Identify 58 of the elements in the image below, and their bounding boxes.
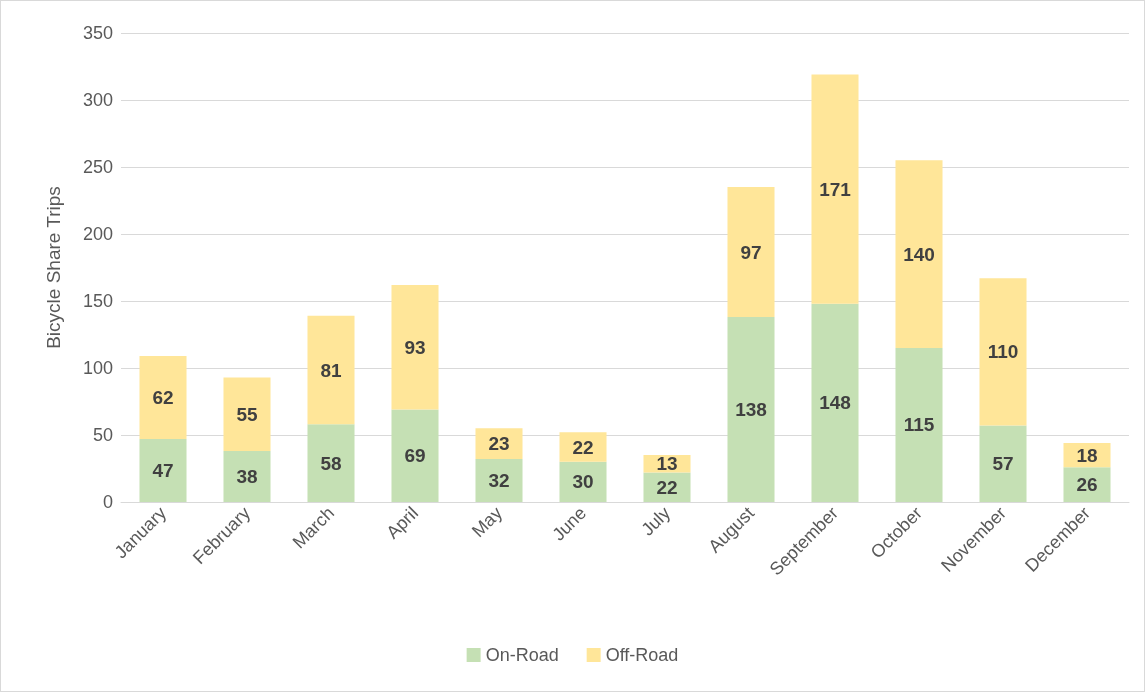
bar <box>475 459 523 502</box>
bar <box>139 355 187 440</box>
y-tick-label: 300 <box>82 90 113 110</box>
data-label: 38 <box>236 466 258 488</box>
bar <box>307 424 355 502</box>
data-label: 26 <box>1076 474 1098 496</box>
y-tick-label: 200 <box>82 224 113 244</box>
data-label: 23 <box>488 433 510 455</box>
data-label: 13 <box>656 453 678 475</box>
data-label: 22 <box>572 436 594 458</box>
bar <box>223 451 271 502</box>
y-axis-title: Bicycle Share Trips <box>43 186 64 349</box>
data-label: 69 <box>404 445 426 467</box>
data-label: 47 <box>152 460 174 482</box>
data-label: 110 <box>987 341 1019 363</box>
bar <box>727 317 775 502</box>
y-tick-label: 150 <box>82 291 113 311</box>
bar <box>391 409 439 502</box>
data-label: 148 <box>819 392 851 414</box>
data-label: 32 <box>488 470 510 492</box>
bar <box>475 428 523 460</box>
bar <box>223 377 271 452</box>
legend-label: Off-Road <box>605 645 679 665</box>
bar <box>895 347 943 502</box>
data-label: 62 <box>152 386 174 408</box>
data-label: 93 <box>404 336 426 358</box>
y-tick-label: 0 <box>102 492 113 512</box>
bar <box>811 303 859 502</box>
data-label: 22 <box>656 476 678 498</box>
bar <box>1063 467 1111 502</box>
bar <box>307 315 355 425</box>
bar <box>559 461 607 502</box>
data-label: 115 <box>903 414 935 436</box>
data-label: 58 <box>320 452 342 474</box>
bar <box>727 187 775 318</box>
y-tick-label: 250 <box>82 157 113 177</box>
legend-label: On-Road <box>485 645 559 665</box>
data-label: 140 <box>903 243 935 265</box>
data-label: 18 <box>1076 444 1098 466</box>
x-tick-label: May <box>467 502 507 542</box>
bar <box>979 425 1027 502</box>
data-label: 57 <box>992 453 1014 475</box>
data-label: 81 <box>320 359 342 381</box>
bar <box>559 432 607 462</box>
bar <box>139 439 187 502</box>
y-tick-label: 350 <box>82 23 113 43</box>
data-label: 171 <box>819 178 852 200</box>
data-label: 138 <box>735 399 767 421</box>
data-label: 97 <box>740 241 762 263</box>
bar <box>391 284 439 410</box>
x-tick-label: July <box>637 502 675 540</box>
y-tick-label: 50 <box>92 425 113 445</box>
data-label: 55 <box>236 403 258 425</box>
bar <box>979 278 1027 426</box>
bar <box>895 160 943 348</box>
bar <box>811 74 859 304</box>
y-tick-label: 100 <box>82 358 113 378</box>
data-label: 30 <box>572 471 594 493</box>
